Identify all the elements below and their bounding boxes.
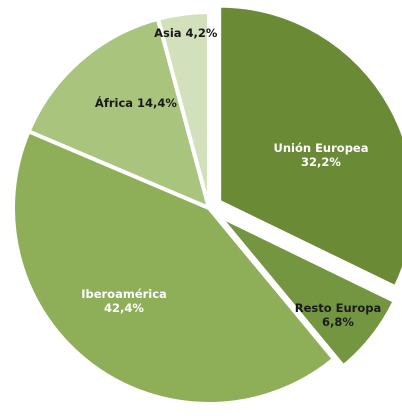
pie-slice-iberoamerica <box>11 129 336 406</box>
pie-label-africa: África 14,4% <box>95 95 177 110</box>
pie-label-asia: Asia 4,2% <box>154 26 218 40</box>
pie-label-name: Iberoamérica <box>81 287 167 301</box>
pie-label-text: Asia 4,2% <box>154 26 218 40</box>
pie-slice-africa <box>26 16 211 210</box>
pie-slice-union-europea <box>217 3 402 290</box>
pie-label-value: 32,2% <box>301 155 341 169</box>
pie-label-resto-europa: Resto Europa 6,8% <box>295 301 382 329</box>
pie-label-name: Resto Europa <box>295 301 382 315</box>
slices-layer <box>11 3 402 406</box>
pie-label-name: Unión Europea <box>274 141 369 155</box>
pie-slice-resto-europa <box>216 213 397 369</box>
pie-label-value: 6,8% <box>322 315 354 329</box>
pie-label-text: África 14,4% <box>95 95 177 110</box>
pie-slice-asia <box>155 10 211 210</box>
pie-label-union-europea: Unión Europea 32,2% <box>274 141 369 169</box>
pie-label-value: 42,4% <box>104 301 144 315</box>
pie-label-iberoamerica: Iberoamérica 42,4% <box>81 287 167 315</box>
labels-layer: Unión Europea 32,2% Resto Europa 6,8% Iberoa… <box>81 26 381 329</box>
